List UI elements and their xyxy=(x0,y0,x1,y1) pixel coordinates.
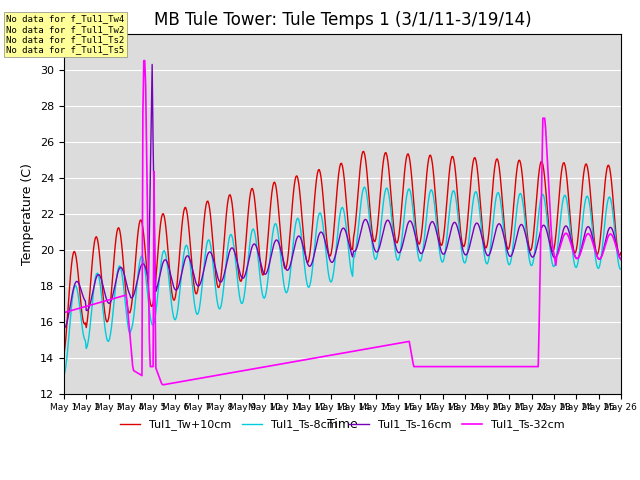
Tul1_Tw+10cm xyxy=(617,250,625,255)
Tul1_Ts-32cm xyxy=(140,58,148,63)
Tul1_Ts-16cm xyxy=(580,231,588,237)
Tul1_Ts-16cm xyxy=(600,244,608,250)
Line: Tul1_Ts-16cm: Tul1_Ts-16cm xyxy=(64,64,621,328)
Tul1_Tw+10cm xyxy=(600,191,608,196)
Tul1_Ts-16cm xyxy=(148,61,156,67)
Legend: Tul1_Tw+10cm, Tul1_Ts-8cm, Tul1_Ts-16cm, Tul1_Ts-32cm: Tul1_Tw+10cm, Tul1_Ts-8cm, Tul1_Ts-16cm,… xyxy=(115,415,570,435)
X-axis label: Time: Time xyxy=(327,418,358,431)
Tul1_Ts-32cm xyxy=(506,364,513,370)
Tul1_Ts-16cm xyxy=(95,272,103,278)
Tul1_Tw+10cm xyxy=(505,246,513,252)
Tul1_Ts-16cm xyxy=(245,258,253,264)
Tul1_Ts-16cm xyxy=(60,325,68,331)
Tul1_Ts-8cm xyxy=(505,261,513,267)
Title: MB Tule Tower: Tule Temps 1 (3/1/11-3/19/14): MB Tule Tower: Tule Temps 1 (3/1/11-3/19… xyxy=(154,11,531,29)
Tul1_Tw+10cm xyxy=(244,216,252,221)
Tul1_Ts-8cm xyxy=(60,372,68,378)
Tul1_Ts-16cm xyxy=(617,257,625,263)
Tul1_Ts-32cm xyxy=(582,234,589,240)
Y-axis label: Temperature (C): Temperature (C) xyxy=(22,163,35,264)
Tul1_Ts-8cm xyxy=(617,266,625,272)
Tul1_Ts-32cm xyxy=(60,310,68,315)
Line: Tul1_Ts-8cm: Tul1_Ts-8cm xyxy=(64,187,621,375)
Tul1_Ts-8cm xyxy=(164,267,172,273)
Tul1_Ts-8cm xyxy=(600,228,608,233)
Tul1_Ts-32cm xyxy=(246,367,253,372)
Tul1_Ts-32cm xyxy=(95,300,103,305)
Line: Tul1_Tw+10cm: Tul1_Tw+10cm xyxy=(64,152,621,355)
Tul1_Ts-32cm xyxy=(601,243,609,249)
Tul1_Ts-8cm xyxy=(580,202,588,208)
Tul1_Tw+10cm xyxy=(580,165,588,170)
Tul1_Ts-8cm xyxy=(244,261,252,266)
Tul1_Ts-32cm xyxy=(159,382,166,387)
Tul1_Ts-32cm xyxy=(617,256,625,262)
Tul1_Tw+10cm xyxy=(60,352,68,358)
Line: Tul1_Ts-32cm: Tul1_Ts-32cm xyxy=(64,60,621,384)
Tul1_Ts-32cm xyxy=(166,381,173,386)
Text: No data for f_Tul1_Tw4
No data for f_Tul1_Tw2
No data for f_Tul1_Ts2
No data for: No data for f_Tul1_Tw4 No data for f_Tul… xyxy=(6,14,125,55)
Tul1_Ts-16cm xyxy=(165,264,173,270)
Tul1_Tw+10cm xyxy=(164,247,172,253)
Tul1_Ts-16cm xyxy=(505,252,513,257)
Tul1_Ts-8cm xyxy=(361,184,369,190)
Tul1_Ts-8cm xyxy=(95,276,103,281)
Tul1_Tw+10cm xyxy=(95,249,103,255)
Tul1_Tw+10cm xyxy=(360,149,367,155)
